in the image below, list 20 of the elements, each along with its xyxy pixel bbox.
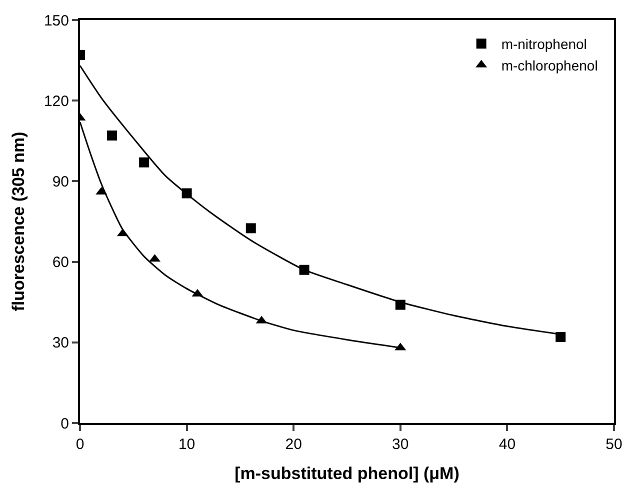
x-axis-title: [m-substituted phenol] (μM) — [234, 464, 460, 483]
x-tick-label: 20 — [285, 436, 302, 453]
y-axis-title: fluorescence (305 nm) — [9, 132, 28, 312]
y-tick-label: 30 — [52, 334, 69, 352]
x-tick-label: 0 — [76, 436, 84, 453]
x-tick-label: 40 — [498, 436, 516, 453]
y-tick-label: 120 — [44, 92, 69, 110]
y-tick-label: 0 — [60, 415, 69, 432]
y-tick-label: 150 — [44, 12, 69, 30]
x-tick-label: 50 — [606, 436, 622, 453]
legend-label: m-nitrophenol — [501, 36, 587, 52]
point — [107, 130, 118, 141]
x-tick-label: 30 — [392, 436, 409, 453]
point — [556, 332, 566, 342]
y-tick-label: 60 — [52, 254, 69, 272]
x-tick-label: 10 — [178, 436, 196, 453]
point — [139, 157, 150, 168]
point — [246, 223, 256, 234]
legend-label: m-chlorophenol — [501, 57, 598, 74]
y-tick-label: 90 — [52, 173, 69, 190]
